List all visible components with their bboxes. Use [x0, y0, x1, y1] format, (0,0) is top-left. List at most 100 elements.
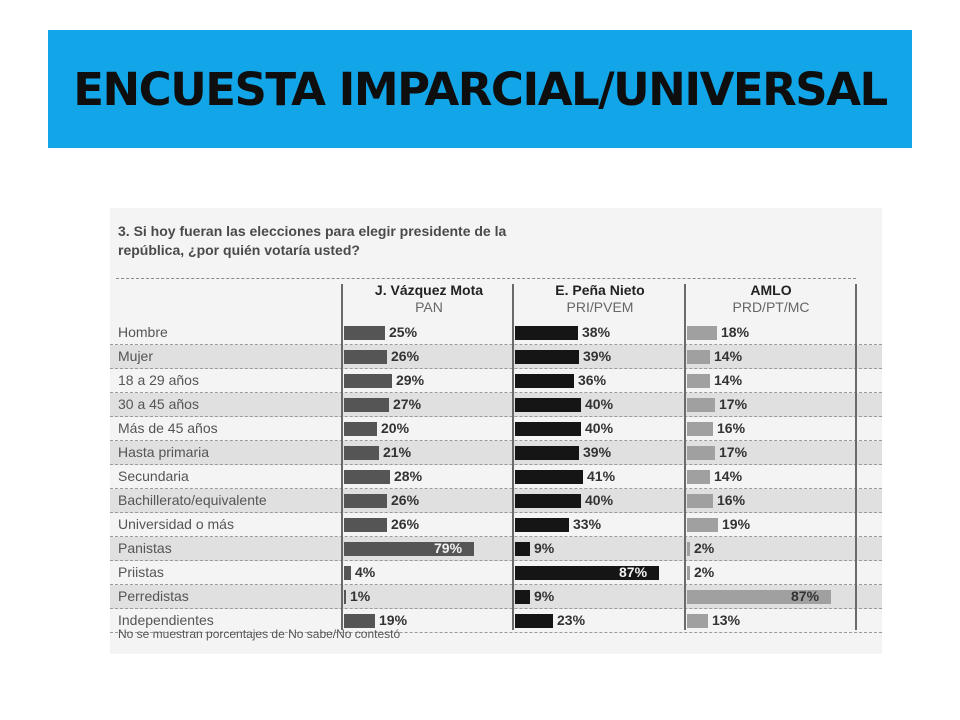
value-label-amlo: 87% — [791, 588, 820, 604]
value-label-amlo: 2% — [694, 540, 715, 556]
bar-amlo — [687, 446, 715, 460]
row-label: Secundaria — [118, 468, 189, 484]
chart-row: Más de 45 años 20% 40% 16% — [110, 417, 882, 441]
bar-pan — [344, 326, 385, 340]
row-label: Priistas — [118, 564, 164, 580]
chart-row: Panistas 79% 9% 2% — [110, 537, 882, 561]
bar-pri — [515, 326, 578, 340]
bar-amlo — [687, 566, 690, 580]
chart-title-line-2: república, ¿por quién votaría usted? — [118, 242, 360, 258]
survey-chart: 3. Si hoy fueran las elecciones para ele… — [110, 208, 882, 654]
bar-pri — [515, 446, 579, 460]
value-label-pan: 26% — [391, 348, 420, 364]
candidate-name: E. Peña Nieto — [555, 282, 645, 298]
value-label-amlo: 13% — [712, 612, 741, 628]
value-label-pri: 36% — [578, 372, 607, 388]
value-label-pri: 39% — [583, 444, 612, 460]
column-divider — [341, 284, 343, 630]
chart-row: Secundaria 28% 41% 14% — [110, 465, 882, 489]
row-label: Panistas — [118, 540, 172, 556]
chart-row: Independientes 19% 23% 13% — [110, 609, 882, 633]
value-label-pri: 9% — [534, 540, 555, 556]
bar-amlo — [687, 374, 710, 388]
value-label-pri: 40% — [585, 396, 614, 412]
column-divider — [855, 284, 857, 630]
chart-row: 30 a 45 años 27% 40% 17% — [110, 393, 882, 417]
value-label-pan: 1% — [350, 588, 371, 604]
row-label: Independientes — [118, 612, 214, 628]
bar-pan — [344, 350, 387, 364]
bar-pan — [344, 590, 346, 604]
chart-row: Priistas 4% 87% 2% — [110, 561, 882, 585]
bar-amlo — [687, 350, 710, 364]
chart-row: Hasta primaria 21% 39% 17% — [110, 441, 882, 465]
party-name: PRD/PT/MC — [732, 299, 810, 315]
value-label-amlo: 16% — [717, 492, 746, 508]
bar-amlo — [687, 326, 717, 340]
value-label-amlo: 17% — [719, 444, 748, 460]
bar-amlo — [687, 518, 718, 532]
value-label-amlo: 19% — [722, 516, 751, 532]
value-label-pri: 40% — [585, 420, 614, 436]
value-label-pri: 39% — [583, 348, 612, 364]
row-label: Hombre — [118, 324, 168, 340]
value-label-pan: 29% — [396, 372, 425, 388]
bar-pri — [515, 470, 583, 484]
bar-pan — [344, 422, 377, 436]
title-banner: ENCUESTA IMPARCIAL/UNIVERSAL — [48, 30, 912, 148]
row-label: Más de 45 años — [118, 420, 218, 436]
column-header-pri: E. Peña Nieto PRI/PVEM — [514, 282, 686, 316]
bar-pan — [344, 446, 379, 460]
value-label-pan: 28% — [394, 468, 423, 484]
value-label-amlo: 18% — [721, 324, 750, 340]
bar-pri — [515, 350, 579, 364]
bar-pan — [344, 494, 387, 508]
bar-amlo — [687, 590, 831, 604]
value-label-amlo: 2% — [694, 564, 715, 580]
value-label-amlo: 14% — [714, 348, 743, 364]
column-header-pan: J. Vázquez Mota PAN — [344, 282, 514, 316]
value-label-pan: 20% — [381, 420, 410, 436]
bar-pan — [344, 470, 390, 484]
row-label: Universidad o más — [118, 516, 234, 532]
row-label: Mujer — [118, 348, 154, 364]
row-label: 18 a 29 años — [118, 372, 199, 388]
bar-amlo — [687, 542, 690, 556]
value-label-pan: 4% — [355, 564, 376, 580]
bar-pan — [344, 518, 387, 532]
value-label-amlo: 14% — [714, 372, 743, 388]
chart-row: Hombre 25% 38% 18% — [110, 321, 882, 345]
party-name: PRI/PVEM — [566, 299, 634, 315]
bar-pan — [344, 614, 375, 628]
column-header-amlo: AMLO PRD/PT/MC — [686, 282, 856, 316]
chart-row: Perredistas 1% 9% 87% — [110, 585, 882, 609]
bar-amlo — [687, 398, 715, 412]
value-label-pri: 87% — [619, 564, 648, 580]
bar-pri — [515, 590, 530, 604]
value-label-pri: 33% — [573, 516, 602, 532]
value-label-pan: 79% — [434, 540, 463, 556]
value-label-pan: 19% — [379, 612, 408, 628]
bar-pri — [515, 374, 574, 388]
bar-pri — [515, 566, 659, 580]
candidate-name: J. Vázquez Mota — [374, 282, 484, 298]
bar-pri — [515, 614, 553, 628]
value-label-pan: 25% — [389, 324, 418, 340]
column-divider — [684, 284, 686, 630]
chart-title-line-1: 3. Si hoy fueran las elecciones para ele… — [118, 223, 507, 239]
chart-row: Mujer 26% 39% 14% — [110, 345, 882, 369]
bar-pan — [344, 398, 389, 412]
chart-row: Universidad o más 26% 33% 19% — [110, 513, 882, 537]
value-label-amlo: 16% — [717, 420, 746, 436]
row-label: Bachillerato/equivalente — [118, 492, 267, 508]
bar-amlo — [687, 470, 710, 484]
value-label-pri: 9% — [534, 588, 555, 604]
row-label: 30 a 45 años — [118, 396, 199, 412]
value-label-pri: 41% — [587, 468, 616, 484]
value-label-pan: 21% — [383, 444, 412, 460]
bar-amlo — [687, 422, 713, 436]
bar-pan — [344, 566, 351, 580]
value-label-pan: 27% — [393, 396, 422, 412]
chart-row: 18 a 29 años 29% 36% 14% — [110, 369, 882, 393]
value-label-amlo: 14% — [714, 468, 743, 484]
